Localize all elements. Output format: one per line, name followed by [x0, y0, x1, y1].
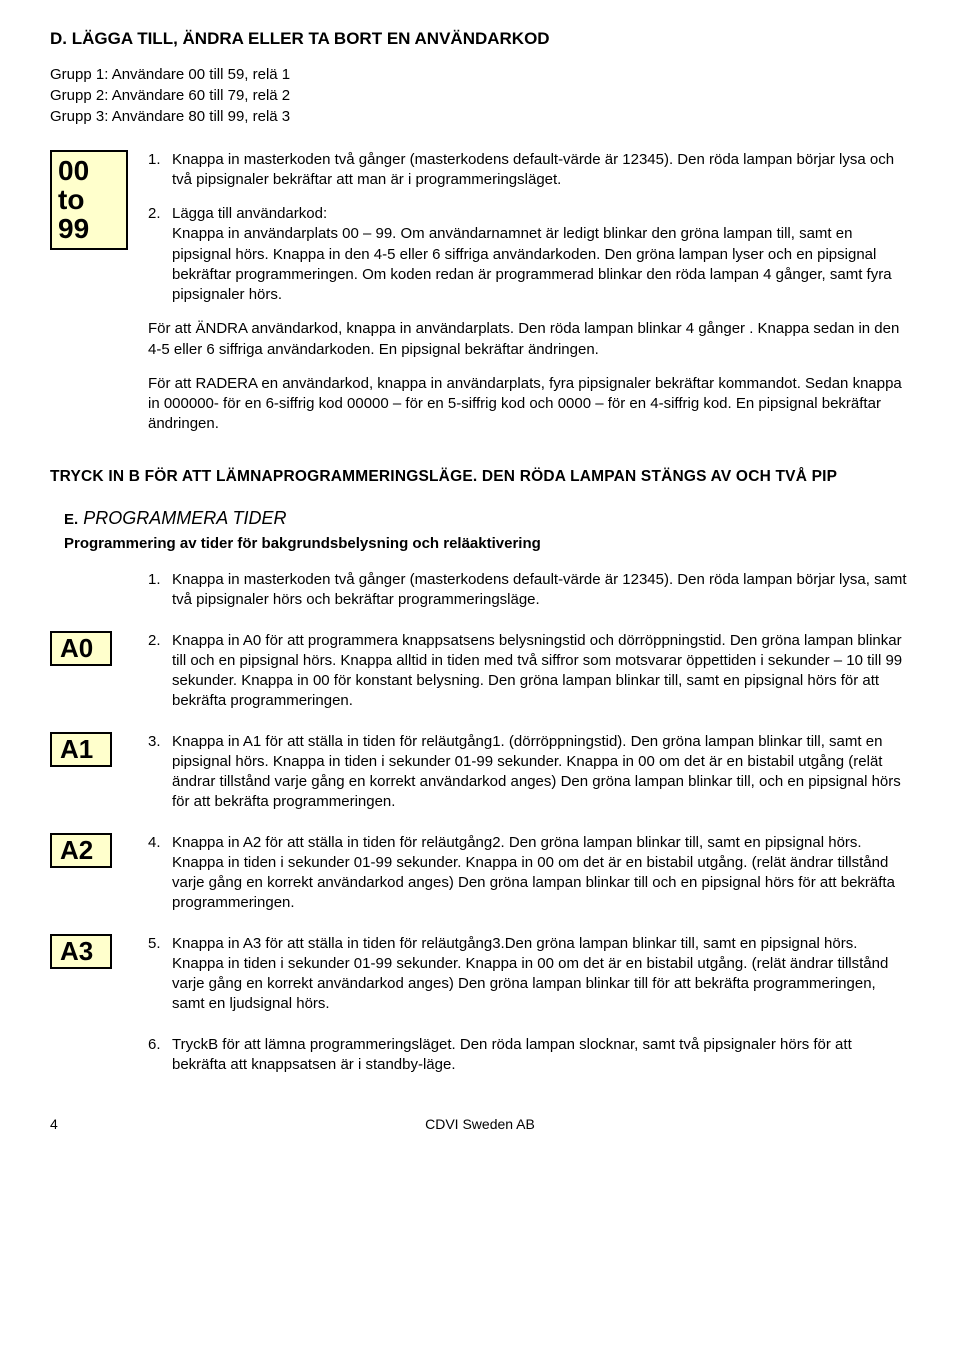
list-item: 1.Knappa in masterkoden två gånger (mast…: [148, 570, 910, 611]
group-line: Grupp 3: Användare 80 till 99, relä 3: [50, 107, 910, 127]
item-number: 1.: [148, 570, 172, 611]
badge-wrapper: A2: [50, 833, 112, 868]
item-text: Knappa in A1 för att ställa in tiden för…: [172, 732, 910, 813]
list-item: A02.Knappa in A0 för att programmera kna…: [148, 631, 910, 712]
footer-spacer: [870, 1115, 910, 1134]
list-item: 2. Lägga till användarkod: Knappa in anv…: [148, 204, 910, 305]
section-e-block: 1.Knappa in masterkoden två gånger (mast…: [50, 570, 910, 1075]
para-radera: För att RADERA en användarkod, knappa in…: [148, 374, 910, 435]
page-footer: 4 CDVI Sweden AB: [50, 1115, 910, 1134]
item-number: 3.: [148, 732, 172, 813]
list-item: A35.Knappa in A3 för att ställa in tiden…: [148, 934, 910, 1015]
badge-a1: A1: [50, 732, 112, 767]
list-item: 6.TryckB för att lämna programmeringsläg…: [148, 1035, 910, 1076]
section-e-sub: Programmering av tider för bakgrundsbely…: [64, 534, 910, 554]
badge-wrapper: A0: [50, 631, 112, 666]
item-number: 2.: [148, 204, 172, 305]
badge-a2: A2: [50, 833, 112, 868]
list-item: A13.Knappa in A1 för att ställa in tiden…: [148, 732, 910, 813]
e-prefix: E.: [64, 511, 78, 528]
list-item: 1. Knappa in masterkoden två gånger (mas…: [148, 150, 910, 191]
section-e-heading: E. PROGRAMMERA TIDER: [64, 506, 910, 530]
group-line: Grupp 1: Användare 00 till 59, relä 1: [50, 65, 910, 85]
badge-a3: A3: [50, 934, 112, 969]
section-d-list: 1. Knappa in masterkoden två gånger (mas…: [148, 150, 910, 306]
badge-col: 00 to 99: [50, 150, 130, 250]
item-text: Knappa in masterkoden två gånger (master…: [172, 570, 910, 611]
section-d-content: 1. Knappa in masterkoden två gånger (mas…: [148, 150, 910, 449]
item-number: 6.: [148, 1035, 172, 1076]
badge-wrapper: A3: [50, 934, 112, 969]
item-text: Lägga till användarkod: Knappa in använd…: [172, 204, 910, 305]
item-number: 4.: [148, 833, 172, 914]
badge-a0: A0: [50, 631, 112, 666]
e-title: PROGRAMMERA TIDER: [78, 508, 286, 528]
item-text: Knappa in masterkoden två gånger (master…: [172, 150, 910, 191]
tryck-line: TRYCK IN B FÖR ATT LÄMNAPROGRAMMERINGSLÄ…: [50, 467, 910, 488]
badge-wrapper: A1: [50, 732, 112, 767]
item-number: 5.: [148, 934, 172, 1015]
page-number: 4: [50, 1115, 90, 1134]
item-text: TryckB för att lämna programmeringsläget…: [172, 1035, 910, 1076]
footer-brand: CDVI Sweden AB: [90, 1115, 870, 1134]
group-line: Grupp 2: Användare 60 till 79, relä 2: [50, 86, 910, 106]
section-e-list: 1.Knappa in masterkoden två gånger (mast…: [148, 570, 910, 1075]
section-d-heading: D. LÄGGA TILL, ÄNDRA ELLER TA BORT EN AN…: [50, 28, 910, 51]
list-item: A24.Knappa in A2 för att ställa in tiden…: [148, 833, 910, 914]
group-lines: Grupp 1: Användare 00 till 59, relä 1 Gr…: [50, 65, 910, 128]
badge-00-to-99: 00 to 99: [50, 150, 128, 250]
para-andra: För att ÄNDRA användarkod, knappa in anv…: [148, 319, 910, 360]
item-number: 1.: [148, 150, 172, 191]
item-text: Knappa in A0 för att programmera knappsa…: [172, 631, 910, 712]
section-d-row: 00 to 99 1. Knappa in masterkoden två gå…: [50, 150, 910, 449]
item-text: Knappa in A2 för att ställa in tiden för…: [172, 833, 910, 914]
item-text: Knappa in A3 för att ställa in tiden för…: [172, 934, 910, 1015]
item-number: 2.: [148, 631, 172, 712]
